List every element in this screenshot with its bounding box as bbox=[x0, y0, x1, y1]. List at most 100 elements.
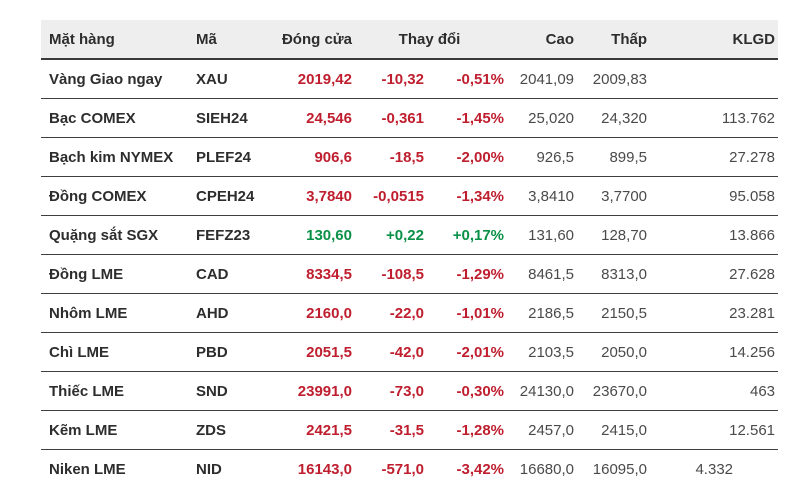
change-value-cell: -571,0 bbox=[355, 449, 427, 488]
change-value-cell: -0,0515 bbox=[355, 176, 427, 216]
change-percent-cell: -3,42% bbox=[427, 449, 508, 488]
table-row: Niken LME NID 16143,0 -571,0 -3,42% 16680,0 16… bbox=[41, 449, 779, 488]
table-header-row: Mặt hàng Mã Đóng cửa Thay đổi Cao Thấp K… bbox=[41, 20, 779, 60]
close-price-cell: 130,60 bbox=[279, 215, 355, 255]
high-price-cell: 926,5 bbox=[507, 137, 578, 177]
volume-cell: 27.628 bbox=[650, 254, 779, 294]
change-value-cell: -42,0 bbox=[355, 332, 427, 372]
column-header-volume: KLGD bbox=[650, 20, 779, 60]
close-price-cell: 2421,5 bbox=[279, 410, 355, 450]
low-price-cell: 16095,0 bbox=[577, 449, 651, 488]
low-price-cell: 128,70 bbox=[577, 215, 651, 255]
change-value-cell: -22,0 bbox=[355, 293, 427, 333]
volume-cell: 27.278 bbox=[650, 137, 779, 177]
change-percent-cell: -1,45% bbox=[427, 98, 508, 138]
low-price-cell: 3,7700 bbox=[577, 176, 651, 216]
change-percent-cell: +0,17% bbox=[427, 215, 508, 255]
column-header-commodity: Mặt hàng bbox=[41, 20, 189, 60]
commodity-code-cell: NID bbox=[189, 449, 279, 488]
change-percent-cell: -1,28% bbox=[427, 410, 508, 450]
commodity-code-cell: ZDS bbox=[189, 410, 279, 450]
table-row: Chì LME PBD 2051,5 -42,0 -2,01% 2103,5 2050,0 1… bbox=[41, 332, 779, 372]
change-value-cell: +0,22 bbox=[355, 215, 427, 255]
change-percent-cell: -1,34% bbox=[427, 176, 508, 216]
commodity-name-cell: Chì LME bbox=[41, 332, 189, 372]
close-price-cell: 8334,5 bbox=[279, 254, 355, 294]
change-percent-cell: -2,00% bbox=[427, 137, 508, 177]
table-row: Kẽm LME ZDS 2421,5 -31,5 -1,28% 2457,0 2415,0 1… bbox=[41, 410, 779, 450]
high-price-cell: 2103,5 bbox=[507, 332, 578, 372]
table-row: Đồng COMEX CPEH24 3,7840 -0,0515 -1,34% 3,841… bbox=[41, 176, 779, 216]
change-value-cell: -10,32 bbox=[355, 59, 427, 99]
change-value-cell: -108,5 bbox=[355, 254, 427, 294]
high-price-cell: 131,60 bbox=[507, 215, 578, 255]
change-percent-cell: -1,29% bbox=[427, 254, 508, 294]
volume-cell: 14.256 bbox=[650, 332, 779, 372]
volume-cell: 463 bbox=[650, 371, 779, 411]
close-price-cell: 3,7840 bbox=[279, 176, 355, 216]
close-price-cell: 24,546 bbox=[279, 98, 355, 138]
change-value-cell: -31,5 bbox=[355, 410, 427, 450]
column-header-change: Thay đổi bbox=[355, 20, 508, 60]
low-price-cell: 2050,0 bbox=[577, 332, 651, 372]
change-value-cell: -18,5 bbox=[355, 137, 427, 177]
change-value-cell: -73,0 bbox=[355, 371, 427, 411]
commodity-price-table: Mặt hàng Mã Đóng cửa Thay đổi Cao Thấp K… bbox=[41, 20, 779, 488]
low-price-cell: 2009,83 bbox=[577, 59, 651, 99]
commodity-name-cell: Kẽm LME bbox=[41, 410, 189, 450]
high-price-cell: 24130,0 bbox=[507, 371, 578, 411]
commodity-name-cell: Bạc COMEX bbox=[41, 98, 189, 138]
close-price-cell: 23991,0 bbox=[279, 371, 355, 411]
commodity-code-cell: XAU bbox=[189, 59, 279, 99]
column-header-close: Đóng cửa bbox=[279, 20, 355, 60]
volume-cell: 4.332 bbox=[650, 449, 779, 488]
volume-cell: 13.866 bbox=[650, 215, 779, 255]
commodity-name-cell: Đồng LME bbox=[41, 254, 189, 294]
table-row: Bạch kim NYMEX PLEF24 906,6 -18,5 -2,00% 926,… bbox=[41, 137, 779, 177]
high-price-cell: 2041,09 bbox=[507, 59, 578, 99]
low-price-cell: 2150,5 bbox=[577, 293, 651, 333]
close-price-cell: 2019,42 bbox=[279, 59, 355, 99]
close-price-cell: 16143,0 bbox=[279, 449, 355, 488]
high-price-cell: 25,020 bbox=[507, 98, 578, 138]
column-header-low: Thấp bbox=[577, 20, 651, 60]
high-price-cell: 3,8410 bbox=[507, 176, 578, 216]
commodity-name-cell: Quặng sắt SGX bbox=[41, 215, 189, 255]
table-row: Nhôm LME AHD 2160,0 -22,0 -1,01% 2186,5 2150,5… bbox=[41, 293, 779, 333]
commodity-code-cell: FEFZ23 bbox=[189, 215, 279, 255]
commodity-code-cell: CAD bbox=[189, 254, 279, 294]
commodity-code-cell: SND bbox=[189, 371, 279, 411]
high-price-cell: 2186,5 bbox=[507, 293, 578, 333]
commodity-name-cell: Thiếc LME bbox=[41, 371, 189, 411]
change-percent-cell: -0,51% bbox=[427, 59, 508, 99]
commodity-name-cell: Bạch kim NYMEX bbox=[41, 137, 189, 177]
table-body: Vàng Giao ngay XAU 2019,42 -10,32 -0,51% 2041… bbox=[41, 59, 779, 488]
commodity-code-cell: CPEH24 bbox=[189, 176, 279, 216]
commodity-code-cell: PLEF24 bbox=[189, 137, 279, 177]
change-percent-cell: -1,01% bbox=[427, 293, 508, 333]
volume-cell: 12.561 bbox=[650, 410, 779, 450]
high-price-cell: 16680,0 bbox=[507, 449, 578, 488]
low-price-cell: 899,5 bbox=[577, 137, 651, 177]
commodity-name-cell: Vàng Giao ngay bbox=[41, 59, 189, 99]
commodity-code-cell: PBD bbox=[189, 332, 279, 372]
table-row: Đồng LME CAD 8334,5 -108,5 -1,29% 8461,5 8313,… bbox=[41, 254, 779, 294]
high-price-cell: 2457,0 bbox=[507, 410, 578, 450]
table-row: Vàng Giao ngay XAU 2019,42 -10,32 -0,51% 2041… bbox=[41, 59, 779, 99]
change-percent-cell: -2,01% bbox=[427, 332, 508, 372]
commodity-code-cell: AHD bbox=[189, 293, 279, 333]
low-price-cell: 24,320 bbox=[577, 98, 651, 138]
table-row: Thiếc LME SND 23991,0 -73,0 -0,30% 24130,0 236… bbox=[41, 371, 779, 411]
column-header-high: Cao bbox=[507, 20, 578, 60]
commodity-code-cell: SIEH24 bbox=[189, 98, 279, 138]
volume-cell bbox=[650, 59, 779, 99]
close-price-cell: 906,6 bbox=[279, 137, 355, 177]
volume-cell: 95.058 bbox=[650, 176, 779, 216]
volume-cell: 23.281 bbox=[650, 293, 779, 333]
commodity-name-cell: Đồng COMEX bbox=[41, 176, 189, 216]
commodity-price-table-container: Mặt hàng Mã Đóng cửa Thay đổi Cao Thấp K… bbox=[41, 20, 779, 488]
commodity-name-cell: Niken LME bbox=[41, 449, 189, 488]
low-price-cell: 8313,0 bbox=[577, 254, 651, 294]
change-value-cell: -0,361 bbox=[355, 98, 427, 138]
high-price-cell: 8461,5 bbox=[507, 254, 578, 294]
